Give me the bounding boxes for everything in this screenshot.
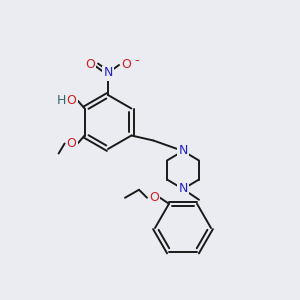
Text: O: O	[67, 94, 76, 107]
Text: O: O	[121, 58, 131, 71]
Text: O: O	[67, 137, 76, 150]
Text: H: H	[57, 94, 66, 107]
Text: O: O	[85, 58, 95, 71]
Text: N: N	[103, 67, 113, 80]
Text: O: O	[149, 191, 159, 204]
Text: -: -	[134, 55, 139, 68]
Text: N: N	[178, 182, 188, 196]
Text: N: N	[178, 145, 188, 158]
